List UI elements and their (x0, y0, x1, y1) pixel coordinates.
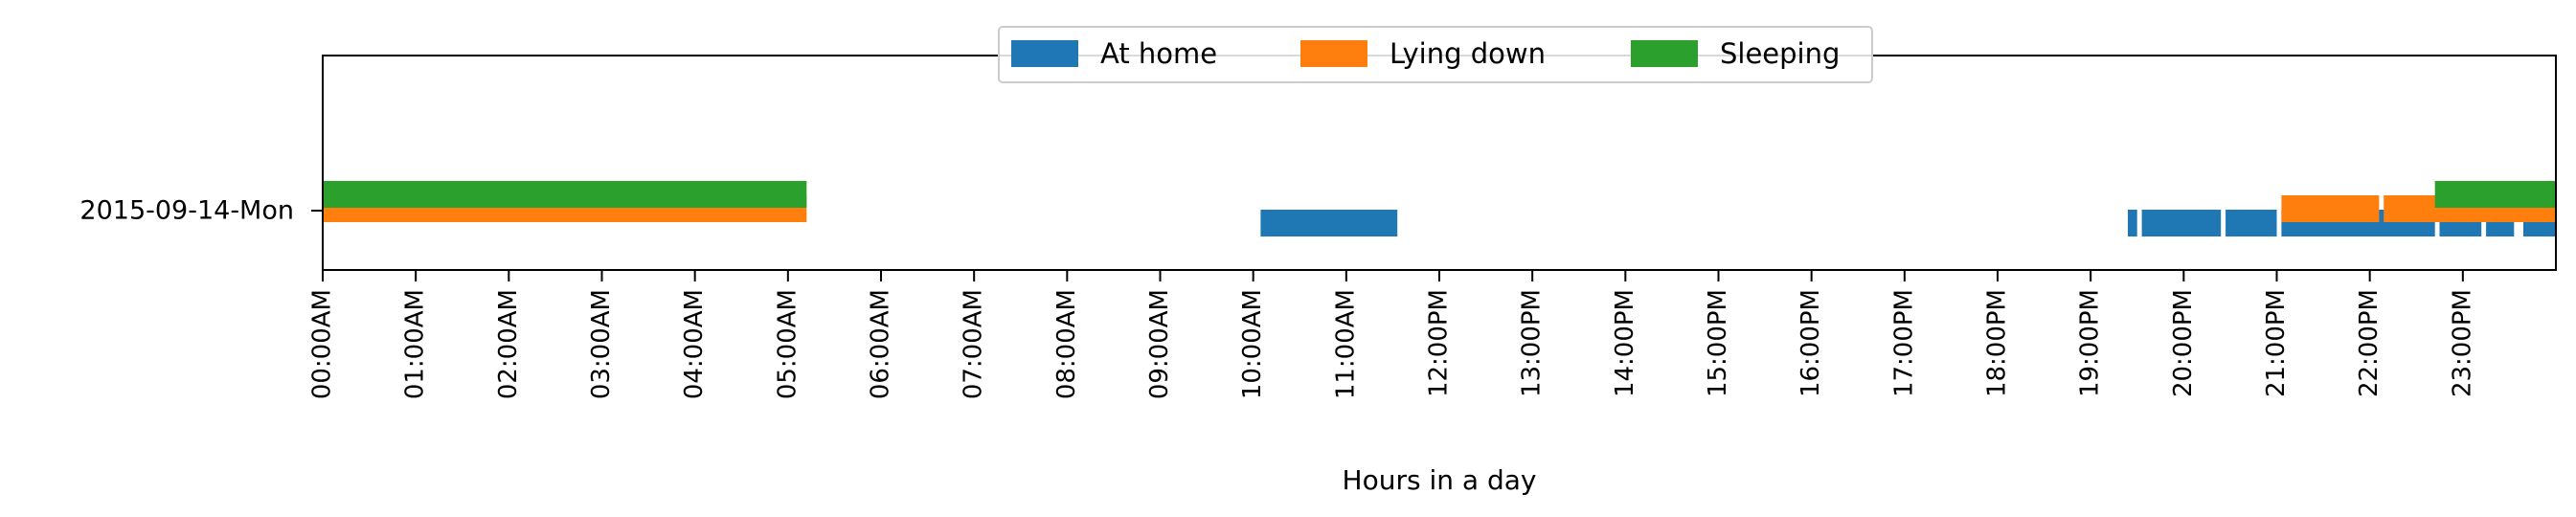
at-home-bar (2128, 210, 2137, 236)
x-axis-ticks: 00:00AM 01:00AM 02:00AM 03:00AM 04:00AM 05:00… (308, 210, 2476, 399)
legend-label-at-home: At home (1100, 37, 1217, 70)
lying-down-bar (2281, 195, 2380, 222)
x-tick-label: 14:00PM (1611, 289, 1639, 397)
sleeping-bar (2434, 181, 2556, 208)
at-home-bar (2226, 210, 2277, 236)
x-tick-label: 16:00PM (1796, 289, 1825, 397)
y-category-label: 2015-09-14-Mon (79, 196, 294, 226)
x-tick-label: 21:00PM (2262, 289, 2291, 397)
x-tick-label: 13:00PM (1518, 289, 1547, 397)
legend-label-sleeping: Sleeping (1720, 37, 1840, 70)
x-tick-label: 20:00PM (2169, 289, 2198, 397)
x-tick-label: 04:00AM (680, 289, 709, 399)
x-tick-label: 22:00PM (2355, 289, 2384, 397)
x-tick-label: 02:00AM (494, 289, 523, 399)
legend: At home Lying down Sleeping (998, 26, 1873, 83)
legend-swatch-sleeping (1631, 40, 1698, 67)
x-tick-label: 03:00AM (587, 289, 616, 399)
x-tick-label: 17:00PM (1889, 289, 1918, 397)
x-tick-label: 08:00AM (1052, 289, 1081, 399)
x-tick-label: 01:00AM (401, 289, 430, 399)
sleeping-bar (323, 181, 807, 208)
x-tick-label: 18:00PM (1983, 289, 2012, 397)
at-home-bar (2141, 210, 2222, 236)
plot-frame (322, 55, 2557, 271)
x-tick-label: 12:00PM (1425, 289, 1454, 397)
legend-swatch-lying-down (1300, 40, 1367, 67)
x-tick-label: 06:00AM (867, 289, 895, 399)
x-tick-label: 15:00PM (1704, 289, 1732, 397)
at-home-bar (1260, 210, 1398, 236)
x-tick-label: 09:00AM (1145, 289, 1174, 399)
bars-layer (323, 181, 2556, 236)
x-tick-label: 00:00AM (308, 289, 337, 399)
x-axis-label: Hours in a day (1343, 464, 1537, 496)
x-tick-label: 05:00AM (773, 289, 802, 399)
x-tick-label: 10:00AM (1238, 289, 1267, 399)
legend-label-lying-down: Lying down (1390, 37, 1546, 70)
x-tick-label: 07:00AM (960, 289, 988, 399)
legend-swatch-at-home (1011, 40, 1078, 67)
x-tick-label: 11:00AM (1331, 289, 1360, 399)
x-tick-label: 19:00PM (2076, 289, 2105, 397)
x-tick-label: 23:00PM (2448, 289, 2476, 397)
